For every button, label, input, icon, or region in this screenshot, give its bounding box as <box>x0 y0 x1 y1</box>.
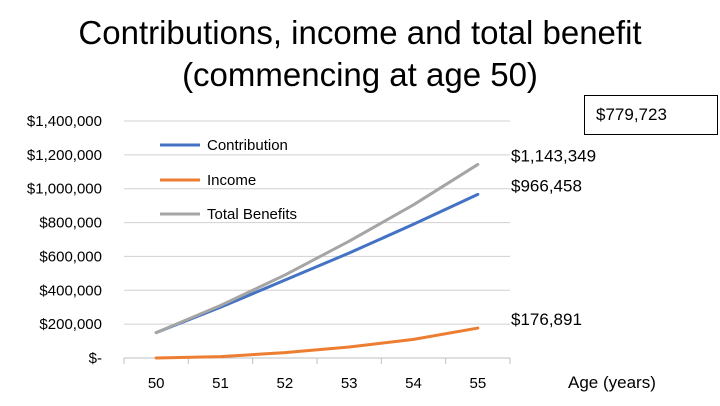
y-tick-label: $1,000,000 <box>27 181 102 198</box>
end-value-label: $176,891 <box>511 310 582 329</box>
x-tick-label: 53 <box>341 375 358 392</box>
y-tick-label: $800,000 <box>39 215 102 232</box>
chart-title-line-2: (commencing at age 50) <box>182 56 538 93</box>
end-value-label: $1,143,349 <box>511 146 596 165</box>
gridlines <box>124 120 510 325</box>
x-axis-label: Age (years) <box>568 373 656 392</box>
series-lines <box>154 162 480 360</box>
y-tick-label: $200,000 <box>39 316 102 333</box>
legend-label: Total Benefits <box>207 206 297 223</box>
chart-title-line-1: Contributions, income and total benefit <box>78 14 642 51</box>
y-tick-label: $1,400,000 <box>27 113 102 130</box>
end-value-labels: $966,458 $176,891 $1,143,349 <box>511 146 596 329</box>
series-line <box>154 326 480 360</box>
x-tick-label: 50 <box>148 375 165 392</box>
callout-value: $779,723 <box>596 105 667 124</box>
x-tick-label: 51 <box>212 375 229 392</box>
end-value-label: $966,458 <box>511 176 582 195</box>
callout-value-box: $779,723 <box>584 95 718 135</box>
series-line <box>154 162 480 335</box>
y-tick-label: $600,000 <box>39 248 102 265</box>
legend-label: Income <box>207 172 256 189</box>
axes: $- $200,000 $400,000 $600,000 $800,000 $1,000… <box>27 113 511 392</box>
legend-label: Contribution <box>207 137 288 154</box>
y-tick-label: $400,000 <box>39 282 102 299</box>
x-tick-label: 55 <box>469 375 486 392</box>
y-tick-label: $1,200,000 <box>27 147 102 164</box>
x-tick-label: 52 <box>276 375 293 392</box>
y-tick-label: $- <box>89 350 102 367</box>
legend: Contribution Income Total Benefits <box>160 137 297 223</box>
x-tick-label: 54 <box>405 375 422 392</box>
chart-title: Contributions, income and total benefit … <box>0 12 720 96</box>
